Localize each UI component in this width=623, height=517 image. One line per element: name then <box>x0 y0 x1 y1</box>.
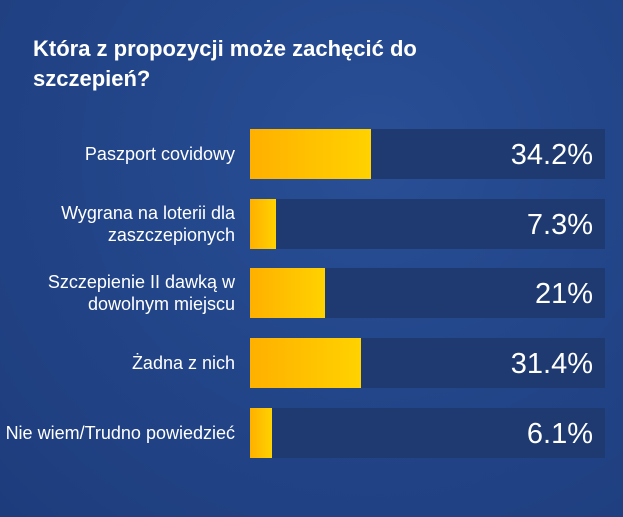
category-label: Nie wiem/Trudno powiedzieć <box>5 423 235 443</box>
bar <box>250 268 325 318</box>
bar <box>250 199 276 249</box>
bar-row: Żadna z nich 31.4% <box>0 338 623 388</box>
category-label: Paszport covidowy <box>84 144 235 164</box>
value-label: 34.2% <box>510 139 593 171</box>
category-label: Wygrana na loterii dla zaszczepionych <box>61 203 235 245</box>
bar-row: Szczepienie II dawką w dowolnym miejscu … <box>0 268 623 318</box>
bar <box>250 408 272 458</box>
bar-track: 6.1% <box>250 408 605 458</box>
bar-row: Paszport covidowy 34.2% <box>0 129 623 179</box>
bar-row: Wygrana na loterii dla zaszczepionych 7.… <box>0 199 623 249</box>
bar-track: 31.4% <box>250 338 605 388</box>
value-label: 21% <box>534 278 593 310</box>
bar <box>250 129 372 179</box>
value-label: 31.4% <box>510 348 593 380</box>
value-label: 6.1% <box>526 418 593 450</box>
value-label: 7.3% <box>526 209 593 241</box>
bar-track: 34.2% <box>250 129 605 179</box>
category-label: Żadna z nich <box>131 353 235 373</box>
category-label: Szczepienie II dawką w dowolnym miejscu <box>47 272 235 314</box>
bar-row: Nie wiem/Trudno powiedzieć 6.1% <box>0 408 623 458</box>
chart-title: Która z propozycji może zachęcić do szcz… <box>33 36 417 91</box>
bar-track: 21% <box>250 268 605 318</box>
bar <box>250 338 362 388</box>
bar-track: 7.3% <box>250 199 605 249</box>
